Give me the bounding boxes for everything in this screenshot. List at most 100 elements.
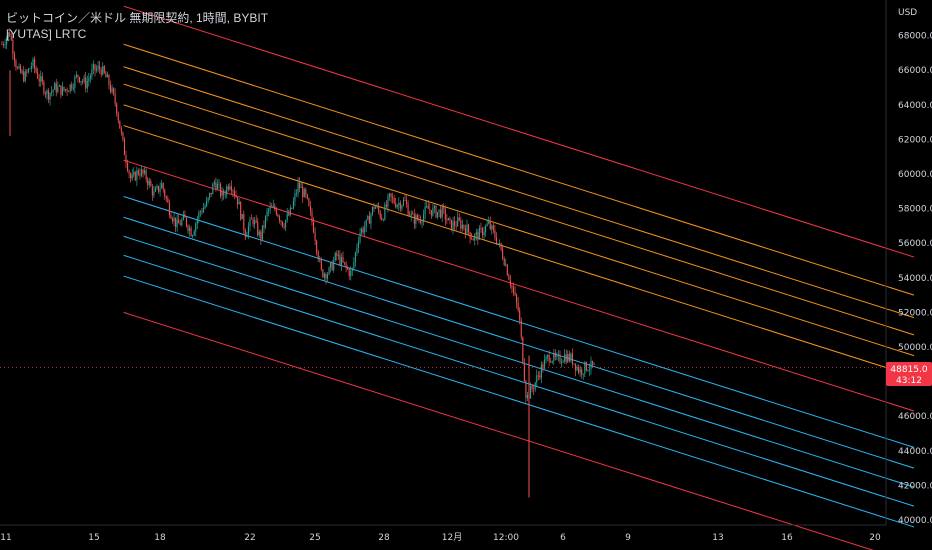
candle-body <box>585 361 587 371</box>
candle-body <box>469 232 471 239</box>
candle-body <box>297 182 299 194</box>
candle-body <box>444 208 446 220</box>
indicator-label[interactable]: [YUTAS] LRTC <box>6 27 87 41</box>
time-tick-label: 13 <box>712 533 723 543</box>
candle-body <box>288 213 290 216</box>
candle-body <box>384 204 386 220</box>
candle-body <box>40 76 42 82</box>
time-axis[interactable]: 11 15 18 22 25 28 12月 12:00 6 9 13 16 20 <box>0 532 881 543</box>
candle-body <box>581 369 583 375</box>
candle-body <box>51 91 53 93</box>
candle-body <box>258 231 260 236</box>
candle-body <box>357 241 360 248</box>
candle-body <box>120 128 122 133</box>
candle-body <box>272 205 274 208</box>
candle-body <box>4 44 6 46</box>
candle-body <box>554 352 556 357</box>
candle-body <box>395 203 397 208</box>
channel-line-upper-red <box>123 5 915 258</box>
candle-body <box>419 219 422 223</box>
candle-body <box>511 285 513 288</box>
symbol-title[interactable]: ビットコイン／米ドル 無期限契約, 1時間, BYBIT <box>6 11 269 25</box>
price-tick-label: 44000.0 <box>898 447 932 457</box>
candle-body <box>185 217 187 226</box>
candle-body <box>446 219 448 221</box>
candle-body <box>280 220 282 222</box>
candle-body <box>150 181 152 187</box>
candle-body <box>564 354 566 362</box>
price-tick-label: 42000.0 <box>898 481 932 491</box>
candle-body <box>158 185 160 192</box>
candle-body <box>223 190 225 195</box>
candle-body <box>145 170 147 180</box>
candle-body <box>294 193 296 201</box>
candle-body <box>199 211 201 213</box>
candle-body <box>283 226 285 228</box>
candlestick-series <box>0 28 886 498</box>
candle-body <box>201 211 203 213</box>
candle-body <box>367 215 369 220</box>
candle-body <box>505 264 507 266</box>
candle-body <box>246 234 248 238</box>
candle-body <box>29 68 31 70</box>
candle-body <box>130 173 132 179</box>
candle-body <box>254 220 256 225</box>
candle-body <box>320 259 322 270</box>
channel-line-blue <box>123 196 915 448</box>
candle-body <box>187 225 189 231</box>
candle-body <box>503 258 505 266</box>
candle-body <box>192 235 194 237</box>
candle-body <box>590 360 592 370</box>
candle-body <box>454 221 456 226</box>
candle-body <box>588 369 590 371</box>
countdown-timer: 43:12 <box>896 376 922 386</box>
candle-body <box>330 262 332 268</box>
candle-body <box>407 204 409 215</box>
candle-body <box>545 356 547 360</box>
candle-body <box>88 78 90 82</box>
candle-body <box>252 219 254 225</box>
candle-body <box>519 310 521 321</box>
price-axis[interactable]: 68000.0 66000.0 64000.0 62000.0 60000.0 58000… <box>898 32 932 526</box>
candle-body <box>210 192 212 195</box>
candle-body <box>523 363 525 381</box>
candle-body <box>161 183 163 189</box>
candle-body <box>103 66 105 73</box>
candle-body <box>109 85 112 92</box>
candle-body <box>85 77 87 89</box>
candle-body <box>125 155 127 163</box>
current-price-value: 48815.0 <box>890 365 927 375</box>
candle-body <box>502 249 504 259</box>
candle-body <box>178 219 180 224</box>
candle-body <box>582 373 584 375</box>
candle-body <box>466 224 468 234</box>
candle-body <box>562 361 564 363</box>
price-axis-unit: USD <box>898 8 917 18</box>
candle-body <box>364 226 366 233</box>
candle-body <box>316 240 318 252</box>
candle-body <box>402 200 404 206</box>
candle-body <box>455 225 457 227</box>
channel-line-blue <box>123 235 915 488</box>
candle-body <box>240 202 242 220</box>
candle-body <box>249 218 251 227</box>
candle-body <box>68 91 70 93</box>
candle-body <box>176 219 178 228</box>
candle-body <box>412 213 414 215</box>
candle-body <box>227 186 229 190</box>
candle-body <box>6 37 8 45</box>
candle-body <box>378 206 380 212</box>
time-tick-label: 15 <box>88 533 99 543</box>
candle-body <box>512 287 515 293</box>
candle-body <box>483 231 485 236</box>
candle-body <box>303 189 305 198</box>
candle-body <box>184 214 186 218</box>
time-tick-label: 6 <box>560 533 566 543</box>
candle-body <box>553 352 555 362</box>
candle-body <box>426 206 428 207</box>
candle-body <box>72 87 74 89</box>
candle-body <box>326 274 329 279</box>
candle-body <box>475 232 477 235</box>
candle-body <box>561 362 563 364</box>
